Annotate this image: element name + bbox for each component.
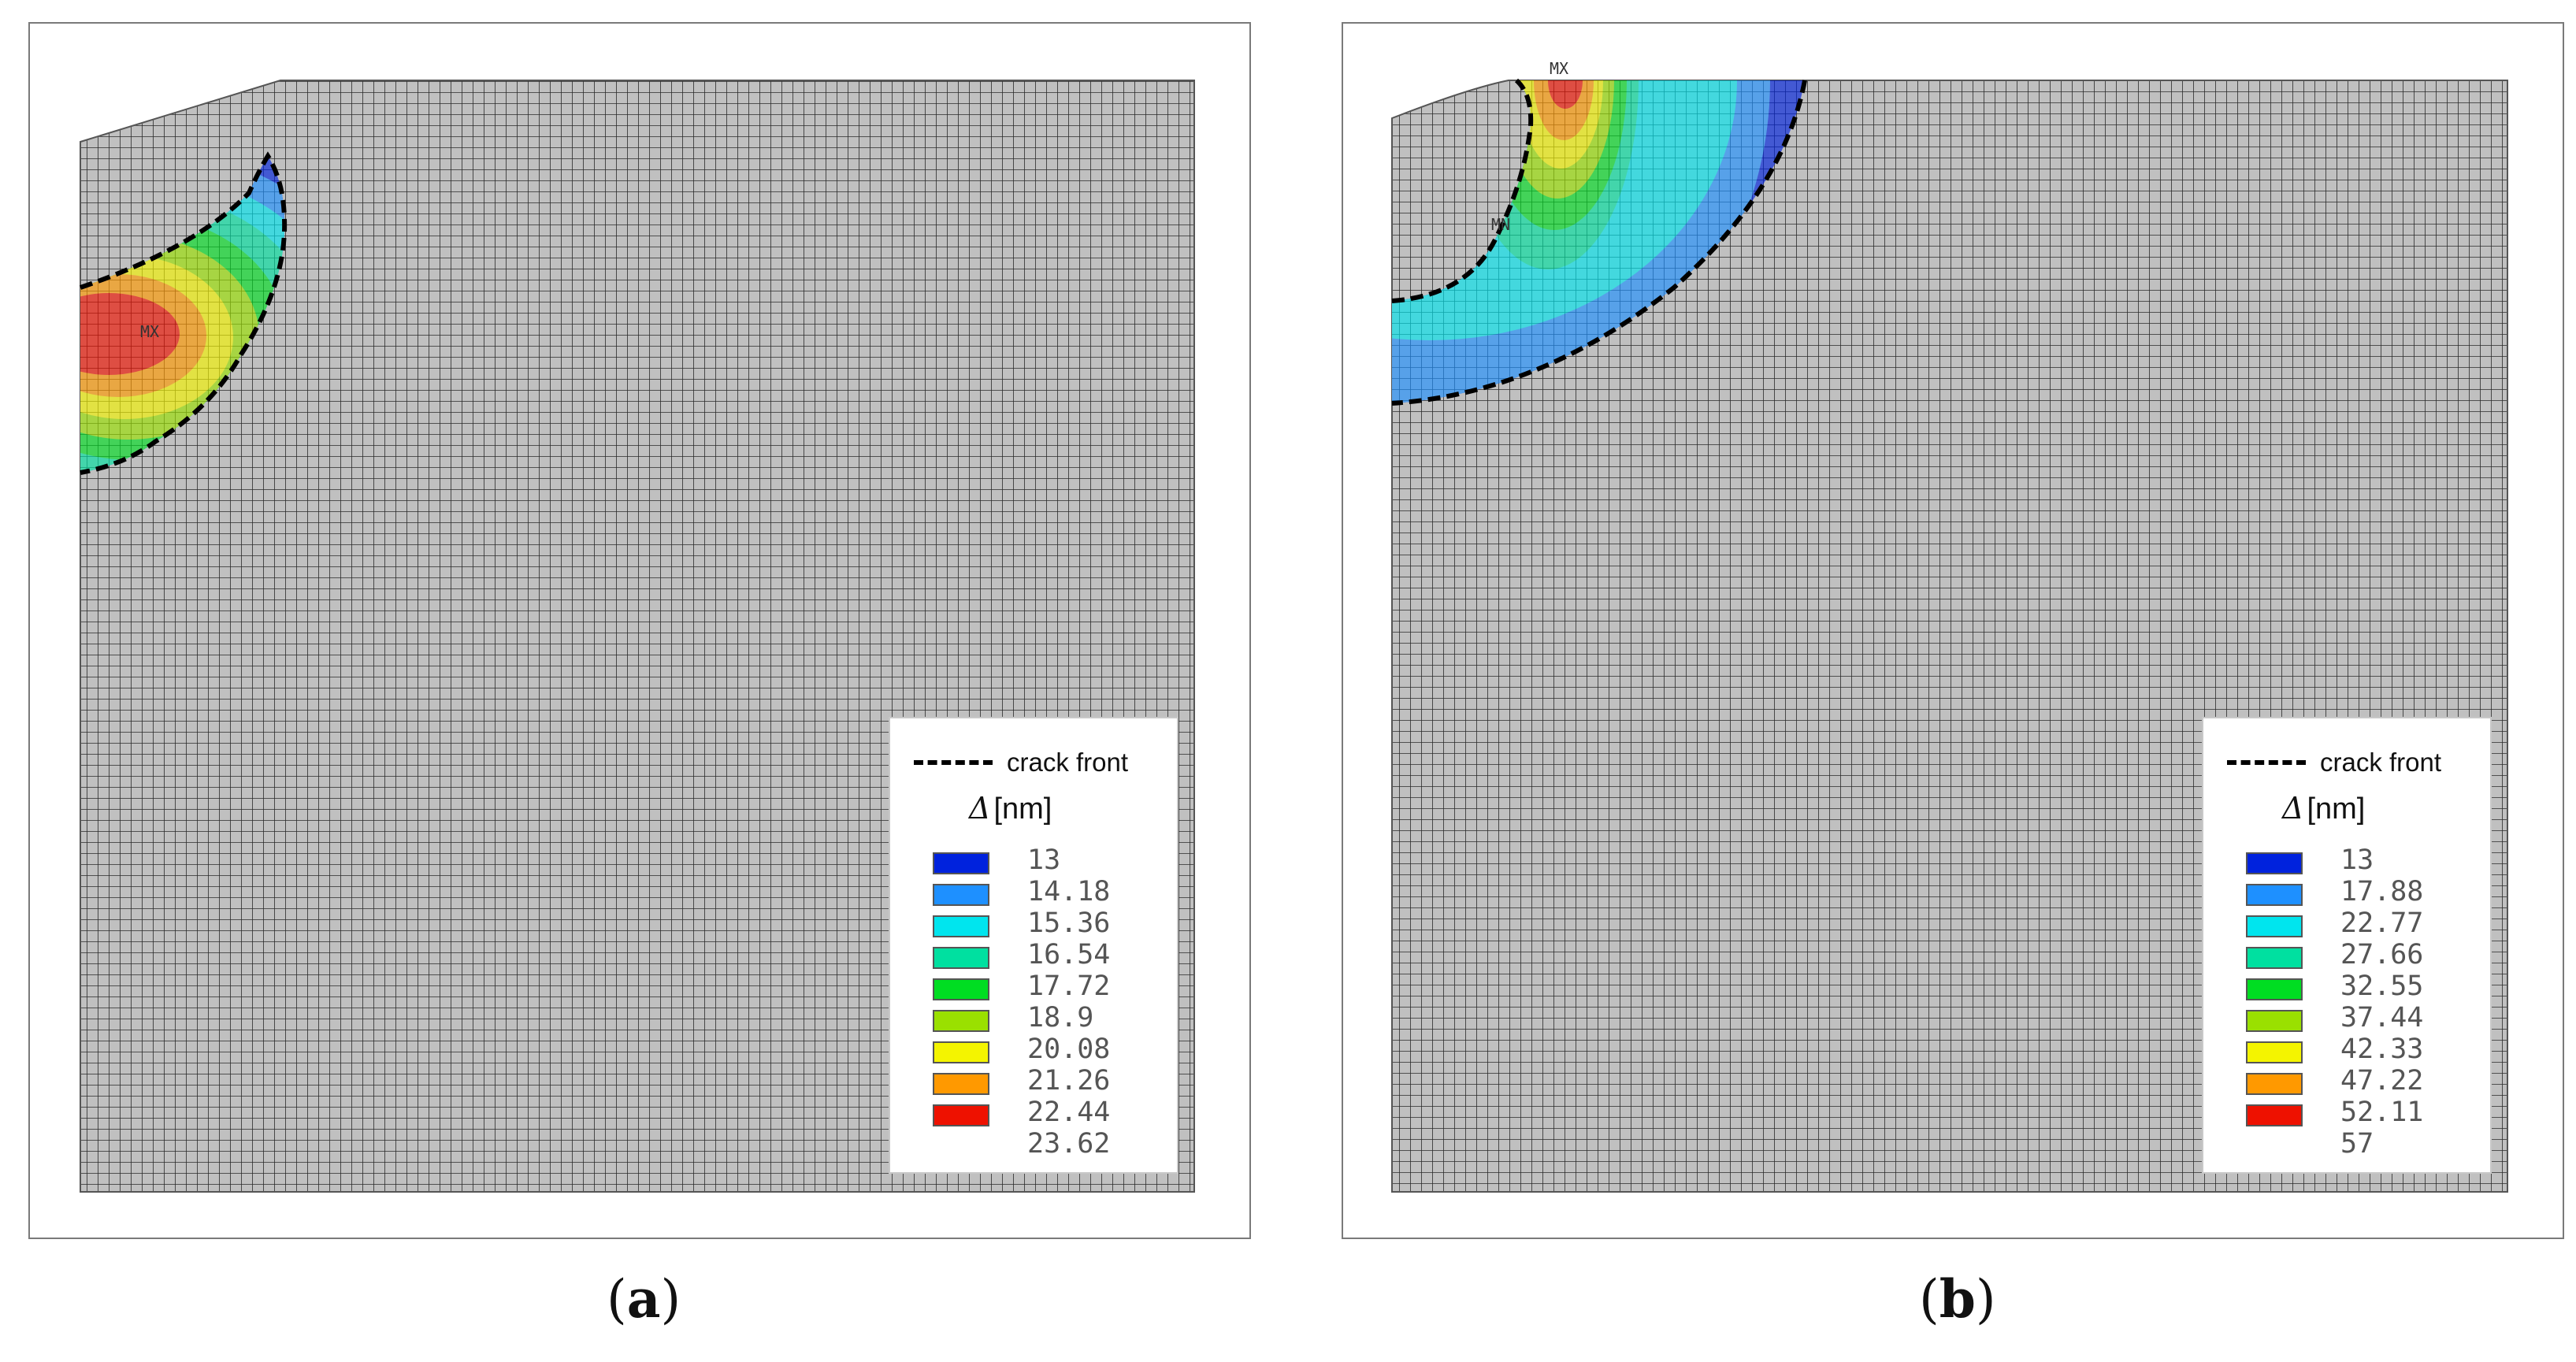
legend-swatch-3 (2246, 915, 2303, 937)
legend-a: crack front Δ [nm] 13 14.18 15.36 16.54 1… (889, 717, 1179, 1174)
max-marker-b: MX (1550, 59, 1568, 78)
legend-level-7: 42.33 (2340, 1034, 2424, 1065)
legend-swatch-4 (2246, 947, 2303, 969)
legend-level-3: 15.36 (1027, 907, 1111, 939)
delta-symbol: Δ (969, 791, 991, 826)
panel-a: MX crack front Δ [nm] 13 14.18 15.36 16.5… (28, 22, 1251, 1239)
legend-crack-front: crack front (2227, 747, 2441, 778)
legend-level-5: 17.72 (1027, 970, 1111, 1002)
legend-level-10: 57 (2340, 1128, 2374, 1160)
legend-swatch-7 (2246, 1041, 2303, 1063)
crack-front-label: crack front (2320, 748, 2442, 777)
legend-level-8: 21.26 (1027, 1065, 1111, 1097)
caption-b: (b) (1919, 1268, 1996, 1330)
crack-front-b-outer (1391, 80, 1807, 406)
legend-swatch-9 (933, 1104, 989, 1126)
caption-letter-a: a (626, 1268, 661, 1330)
legend-swatch-8 (2246, 1073, 2303, 1095)
dashed-line-icon (2227, 760, 2306, 765)
legend-swatch-5 (933, 978, 989, 1000)
legend-level-1: 13 (1027, 844, 1061, 876)
legend-swatch-6 (2246, 1010, 2303, 1032)
legend-level-9: 22.44 (1027, 1097, 1111, 1128)
mesh-plot-b: MX MN (1391, 59, 2508, 1193)
legend-swatch-7 (933, 1041, 989, 1063)
crack-front-label: crack front (1007, 748, 1129, 777)
legend-unit: Δ [nm] (2282, 791, 2365, 826)
legend-swatch-6 (933, 1010, 989, 1032)
legend-level-2: 14.18 (1027, 876, 1111, 907)
legend-swatch-2 (2246, 884, 2303, 906)
mesh-plot-a: MX (80, 80, 1195, 1193)
dashed-line-icon (914, 760, 993, 765)
legend-swatch-5 (2246, 978, 2303, 1000)
crack-front-a (80, 151, 288, 475)
legend-level-4: 27.66 (2340, 939, 2424, 970)
legend-crack-front: crack front (914, 747, 1128, 778)
legend-swatch-9 (2246, 1104, 2303, 1126)
legend-swatch-1 (933, 852, 989, 874)
caption-a: (a) (607, 1268, 681, 1330)
crack-front-b-inner (1391, 78, 1534, 303)
max-marker-a: MX (140, 322, 159, 341)
legend-swatch-8 (933, 1073, 989, 1095)
legend-level-5: 32.55 (2340, 970, 2424, 1002)
legend-swatch-3 (933, 915, 989, 937)
legend-swatch-2 (933, 884, 989, 906)
legend-unit: Δ [nm] (969, 791, 1052, 826)
panel-b: MX MN crack front Δ [nm] 13 17.88 22.77 2… (1342, 22, 2564, 1239)
caption-letter-b: b (1939, 1268, 1976, 1330)
legend-swatch-1 (2246, 852, 2303, 874)
legend-level-4: 16.54 (1027, 939, 1111, 970)
legend-level-9: 52.11 (2340, 1097, 2424, 1128)
legend-level-1: 13 (2340, 844, 2374, 876)
legend-level-7: 20.08 (1027, 1034, 1111, 1065)
min-marker-b: MN (1491, 215, 1510, 234)
legend-b: crack front Δ [nm] 13 17.88 22.77 27.66 3… (2202, 717, 2492, 1174)
legend-level-8: 47.22 (2340, 1065, 2424, 1097)
legend-level-6: 37.44 (2340, 1002, 2424, 1034)
legend-swatch-4 (933, 947, 989, 969)
legend-level-2: 17.88 (2340, 876, 2424, 907)
unit-label: [nm] (993, 792, 1052, 826)
legend-level-10: 23.62 (1027, 1128, 1111, 1160)
legend-level-6: 18.9 (1027, 1002, 1094, 1034)
unit-label: [nm] (2307, 792, 2366, 826)
delta-symbol: Δ (2282, 791, 2304, 826)
legend-level-3: 22.77 (2340, 907, 2424, 939)
